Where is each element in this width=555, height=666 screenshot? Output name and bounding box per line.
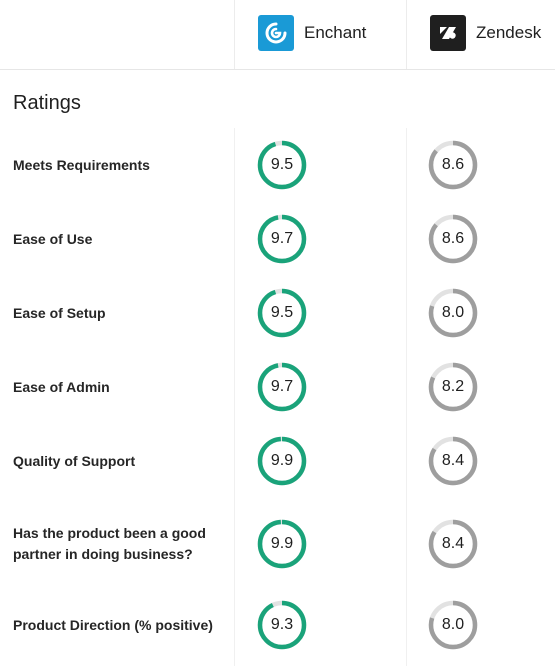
product-name: Zendesk: [476, 23, 542, 42]
product-zendesk[interactable]: Zendesk: [430, 14, 541, 52]
score-value: 8.4: [441, 452, 465, 469]
enchant-score-gauge: 9.5: [256, 287, 308, 339]
enchant-score-gauge: 9.7: [256, 361, 308, 413]
column-divider: [406, 0, 407, 69]
column-divider: [234, 128, 235, 666]
rating-label: Ease of Use: [13, 230, 93, 247]
score-value: 9.3: [270, 616, 294, 633]
product-enchant[interactable]: Enchant: [258, 14, 366, 52]
column-divider: [406, 128, 407, 666]
enchant-score-gauge: 9.5: [256, 139, 308, 191]
column-divider: [234, 0, 235, 69]
zendesk-score-gauge: 8.4: [427, 518, 479, 570]
zendesk-score-gauge: 8.0: [427, 599, 479, 651]
zendesk-score-gauge: 8.6: [427, 139, 479, 191]
zendesk-score-gauge: 8.0: [427, 287, 479, 339]
score-value: 8.0: [441, 304, 465, 321]
rating-label: Meets Requirements: [13, 156, 150, 173]
score-value: 8.2: [441, 378, 465, 395]
rating-label: Product Direction (% positive): [13, 616, 213, 633]
rating-label: Has the product been a good partner in d…: [13, 525, 206, 562]
enchant-score-gauge: 9.7: [256, 213, 308, 265]
score-value: 9.7: [270, 230, 294, 247]
score-value: 8.4: [441, 535, 465, 552]
enchant-logo-icon: [258, 15, 294, 51]
zendesk-score-gauge: 8.6: [427, 213, 479, 265]
rating-label: Ease of Setup: [13, 304, 106, 321]
zendesk-score-gauge: 8.2: [427, 361, 479, 413]
comparison-header: Enchant Zendesk: [0, 0, 555, 70]
zendesk-logo-icon: [430, 15, 466, 51]
enchant-score-gauge: 9.3: [256, 599, 308, 651]
score-value: 9.7: [270, 378, 294, 395]
score-value: 8.6: [441, 230, 465, 247]
section-title: Ratings: [13, 92, 81, 114]
enchant-score-gauge: 9.9: [256, 518, 308, 570]
zendesk-score-gauge: 8.4: [427, 435, 479, 487]
rating-label: Ease of Admin: [13, 378, 110, 395]
rating-label: Quality of Support: [13, 452, 136, 469]
enchant-score-gauge: 9.9: [256, 435, 308, 487]
score-value: 9.5: [270, 156, 294, 173]
score-value: 8.0: [441, 616, 465, 633]
score-value: 9.5: [270, 304, 294, 321]
score-value: 9.9: [270, 535, 294, 552]
score-value: 8.6: [441, 156, 465, 173]
score-value: 9.9: [270, 452, 294, 469]
product-name: Enchant: [304, 23, 367, 42]
